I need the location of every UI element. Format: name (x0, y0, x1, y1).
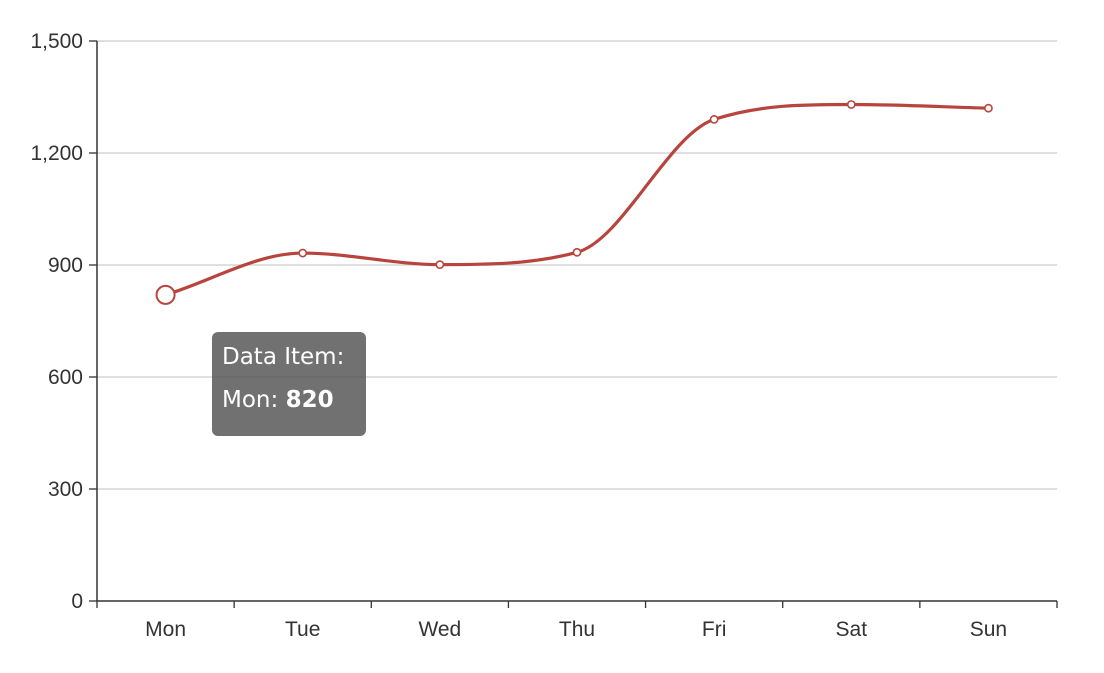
data-point[interactable] (572, 247, 582, 257)
x-tick-label: Tue (285, 618, 320, 641)
tooltip-separator: : (270, 387, 279, 413)
series-line-group (163, 102, 991, 297)
y-tick-label: 300 (48, 478, 83, 501)
x-tick-label: Sat (836, 618, 868, 641)
x-tick-label: Mon (145, 618, 186, 641)
tooltip: Data Item: Mon: 820 (212, 332, 366, 436)
tooltip-value: 820 (285, 387, 334, 413)
x-tick-label: Thu (559, 618, 595, 641)
y-tick-label: 1,200 (30, 142, 83, 165)
y-tick-label: 0 (71, 590, 83, 613)
axes (89, 40, 1058, 608)
x-tick-label: Wed (418, 618, 461, 641)
y-tick-label: 600 (48, 366, 83, 389)
x-tick-label: Fri (702, 618, 727, 641)
data-point[interactable] (435, 260, 445, 270)
tick-labels: 0 300 600 900 1,200 1,500 Mon Tue Wed Thu Fri Sat Su… (30, 30, 1007, 641)
data-point[interactable] (846, 100, 856, 109)
data-point[interactable] (709, 115, 719, 124)
x-tick-label: Sun (970, 618, 1007, 641)
tooltip-row: Mon: 820 (222, 379, 356, 422)
tooltip-category: Mon (222, 387, 271, 413)
series-line (163, 102, 991, 297)
data-point[interactable] (155, 284, 176, 305)
data-point[interactable] (298, 248, 308, 258)
y-tick-label: 900 (48, 254, 83, 277)
y-tick-label: 1,500 (30, 30, 83, 53)
data-points[interactable] (155, 100, 993, 305)
data-point[interactable] (984, 103, 993, 113)
tooltip-title: Data Item: (222, 344, 345, 370)
